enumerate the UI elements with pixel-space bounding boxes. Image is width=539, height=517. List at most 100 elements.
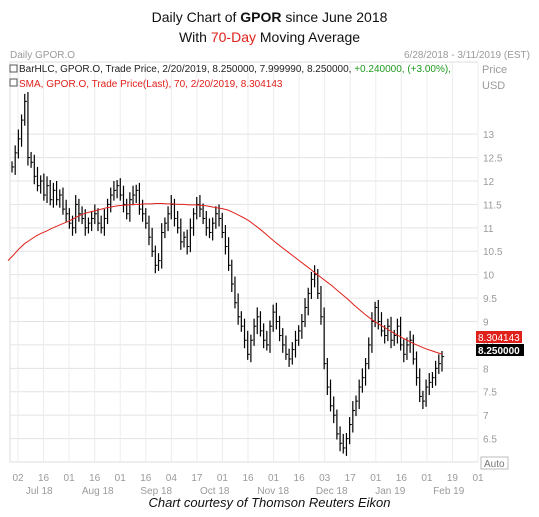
price-bar [361, 368, 365, 393]
price-bar [288, 348, 292, 367]
plot-border [9, 61, 479, 463]
price-bar [298, 325, 301, 346]
panel-name: Daily GPOR.O [10, 50, 75, 61]
price-bar [20, 114, 24, 147]
price-bar [14, 145, 18, 175]
price-bar [412, 334, 416, 365]
price-bar [339, 426, 343, 452]
x-tick-label: 16 [38, 473, 50, 484]
price-bar [91, 210, 94, 232]
price-bar [393, 329, 397, 346]
y-tick-label: 6.5 [483, 435, 497, 446]
chart-title-line2: With 70-Day Moving Average [178, 29, 361, 45]
svg-text:BarHLC, GPOR.O, Trade Price, 2: BarHLC, GPOR.O, Trade Price, 2/20/2019, … [19, 64, 451, 75]
price-bar [52, 182, 56, 208]
x-tick-label: 16 [242, 473, 254, 484]
price-bar [196, 196, 199, 220]
price-bar [329, 379, 333, 412]
price-bar [129, 192, 133, 222]
price-bar [87, 217, 91, 234]
price-bar [368, 337, 371, 370]
price-bar [428, 373, 432, 396]
price-bar [97, 208, 101, 232]
price-bar [317, 269, 320, 300]
y-tick-label: 10.5 [483, 247, 503, 258]
price-bar [438, 354, 442, 374]
price-bar [78, 198, 82, 222]
x-tick-label: 04 [166, 473, 178, 484]
price-bar [17, 129, 21, 159]
price-bar [157, 253, 161, 271]
price-bar [46, 176, 50, 203]
x-tick-label: 16 [89, 473, 101, 484]
price-bar [349, 417, 352, 445]
price-bar [40, 175, 43, 194]
price-bar [374, 301, 378, 328]
x-month-label: Jul 18 [26, 486, 53, 497]
price-bar [135, 184, 139, 203]
legend-sma-text: SMA, GPOR.O, Trade Price(Last), 70, 2/20… [19, 79, 283, 90]
price-bar [425, 379, 429, 407]
price-bar [237, 293, 241, 325]
price-bar [212, 217, 215, 241]
x-tick-label: 17 [191, 473, 203, 484]
y-tick-label: 10 [483, 271, 495, 282]
price-bar [377, 299, 381, 330]
price-bar [221, 212, 225, 239]
price-bar [141, 199, 145, 222]
price-bar [183, 231, 187, 248]
price-bar [24, 93, 27, 126]
price-bar [291, 342, 295, 365]
x-month-label: Feb 19 [433, 486, 465, 497]
legend-bar-text: BarHLC, GPOR.O, Trade Price, 2/20/2019, … [19, 64, 354, 75]
price-bar [106, 198, 110, 225]
price-bar [399, 316, 403, 351]
price-bar [422, 390, 426, 410]
price-bar [320, 285, 324, 325]
price-bar [406, 337, 410, 360]
price-bar [266, 330, 270, 351]
x-tick-label: 17 [345, 473, 357, 484]
x-tick-label: 16 [294, 473, 306, 484]
price-bar [65, 199, 69, 222]
price-bar [113, 180, 117, 201]
price-bar [186, 229, 190, 255]
price-bar [151, 227, 155, 257]
price-bar [30, 151, 34, 168]
price-bar [301, 314, 305, 339]
price-bar [103, 209, 107, 236]
auto-scale-button[interactable]: Auto [480, 456, 509, 470]
price-bar [215, 206, 219, 229]
price-bar [253, 318, 257, 346]
grid-lines [10, 62, 479, 462]
chart-credit: Chart courtesy of Thomson Reuters Eikon [148, 495, 391, 510]
price-bar [189, 218, 193, 253]
x-tick-label: 19 [447, 473, 459, 484]
price-bar [170, 195, 174, 220]
price-bar [380, 312, 384, 337]
price-bar [81, 206, 85, 225]
sma-last-label: 8.304143 [478, 333, 520, 344]
price-bar [75, 195, 78, 234]
price-bar [326, 358, 330, 396]
price-bar [11, 161, 15, 173]
price-bar [431, 372, 435, 388]
x-tick-label: 03 [319, 473, 331, 484]
x-tick-label: 16 [396, 473, 408, 484]
price-bar [234, 276, 238, 309]
price-bar [202, 203, 206, 225]
price-bar [154, 245, 158, 274]
price-bar [415, 351, 419, 386]
x-axis: 02 16 01 16 01 16 04 17 01 16 01 16 03 17 01 16 01 19 01 Ju… [12, 473, 484, 497]
price-bar [441, 351, 445, 372]
price-last-label: 8.250000 [478, 346, 520, 357]
price-bar [256, 307, 260, 335]
y-tick-label: 11 [483, 224, 494, 235]
price-bar [180, 218, 184, 250]
price-bar [208, 218, 212, 239]
price-bar [161, 223, 164, 269]
x-tick-label: 01 [115, 473, 127, 484]
price-bar [310, 271, 314, 300]
